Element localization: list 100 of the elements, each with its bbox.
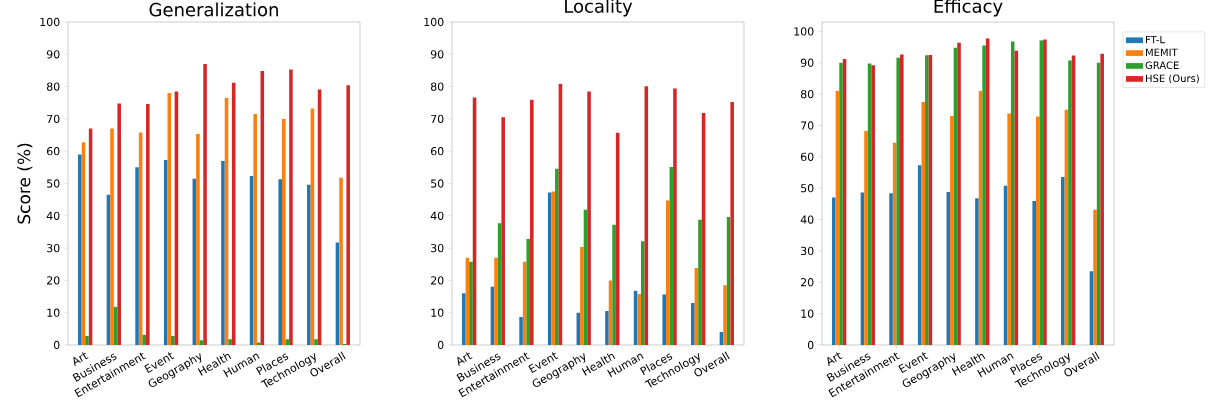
chart-title: Efficacy — [934, 0, 1003, 17]
bar — [1035, 116, 1040, 345]
y-tick-label: 10 — [801, 309, 814, 318]
bar — [665, 200, 670, 345]
y-tick-label: 40 — [800, 215, 814, 224]
bar — [142, 334, 147, 345]
bar — [85, 335, 89, 345]
y-tick-label: 20 — [431, 276, 444, 285]
bar — [282, 118, 286, 345]
bar — [278, 179, 282, 345]
y-tick-label: 70 — [47, 114, 60, 124]
chart-title: Locality — [565, 0, 633, 17]
y-tick-label: 50 — [431, 179, 444, 188]
bar — [871, 65, 875, 345]
bar — [921, 101, 926, 345]
bar — [1068, 60, 1072, 345]
bar — [289, 69, 293, 345]
bar — [501, 117, 505, 345]
y-tick-label: 100 — [424, 17, 444, 27]
y-tick-label: 100 — [40, 17, 60, 27]
bar — [526, 239, 531, 345]
bar — [462, 293, 466, 345]
y-tick-label: 60 — [46, 147, 60, 156]
y-tick-label: 30 — [431, 243, 444, 253]
bar — [555, 168, 559, 345]
bar — [146, 104, 150, 345]
y-tick-label: 0 — [437, 340, 444, 350]
bar — [889, 193, 893, 345]
bar — [637, 293, 641, 345]
bar — [253, 114, 257, 345]
bar — [530, 99, 534, 345]
bar — [307, 184, 311, 345]
y-tick-label: 20 — [47, 276, 60, 285]
bar — [78, 154, 82, 345]
y-tick-label: 70 — [801, 121, 814, 130]
bar — [832, 197, 836, 345]
bar — [957, 42, 961, 345]
bar — [117, 103, 121, 345]
bar — [551, 191, 556, 345]
bar — [730, 102, 734, 345]
bar — [605, 311, 609, 345]
y-tick-label: 90 — [430, 50, 444, 59]
y-tick-label: 70 — [431, 114, 444, 124]
bar — [196, 134, 200, 345]
bar — [864, 131, 868, 345]
y-tick-label: 80 — [430, 82, 444, 91]
y-tick-label: 40 — [46, 211, 60, 220]
bar — [673, 88, 677, 345]
bar — [925, 55, 929, 345]
bar — [346, 85, 350, 345]
y-tick-label: 30 — [801, 246, 814, 256]
bar — [900, 54, 904, 345]
bar — [171, 335, 175, 345]
bar — [1032, 201, 1036, 345]
bar — [203, 63, 207, 345]
y-tick-label: 10 — [431, 308, 444, 317]
bar — [698, 219, 702, 345]
y-tick-label: 0 — [53, 340, 60, 350]
y-tick-label: 20 — [801, 278, 814, 287]
bar — [221, 160, 225, 345]
bar — [691, 303, 695, 345]
y-tick-label: 90 — [800, 58, 814, 67]
bar — [1010, 41, 1015, 345]
bar — [314, 339, 318, 345]
y-tick-label: 80 — [800, 89, 814, 99]
bar — [469, 261, 473, 345]
bar — [135, 167, 139, 345]
bar — [975, 198, 979, 345]
y-tick-label: 10 — [47, 308, 60, 317]
bar — [110, 128, 114, 345]
bar — [896, 57, 901, 345]
legend-label: FT-L — [1146, 35, 1165, 44]
bar — [167, 93, 172, 345]
bar — [339, 177, 343, 345]
chart-title: Generalization — [149, 2, 278, 17]
bar — [256, 342, 261, 345]
bar — [228, 339, 232, 345]
legend-label: GRACE — [1145, 61, 1179, 70]
bar — [1093, 209, 1097, 345]
y-tick-label: 40 — [430, 211, 444, 220]
bar — [587, 91, 591, 345]
bar — [1007, 113, 1011, 345]
bar — [612, 224, 616, 345]
bar — [1061, 176, 1065, 345]
y-tick-label: 60 — [430, 147, 444, 156]
y-tick-label: 30 — [47, 243, 60, 253]
legend-label: MEMIT — [1146, 48, 1178, 56]
bar — [723, 285, 727, 345]
y-tick-label: 50 — [801, 184, 814, 193]
bar — [640, 241, 645, 345]
bar — [950, 116, 954, 345]
bar — [1100, 53, 1104, 345]
y-tick-label: 0 — [807, 340, 814, 350]
bar — [519, 316, 523, 345]
y-tick-label: 50 — [47, 179, 60, 188]
y-tick-label: 60 — [800, 152, 814, 161]
bar — [662, 294, 666, 345]
bar — [494, 257, 498, 345]
y-axis-title: Score (%) — [17, 143, 33, 224]
y-tick-label: 80 — [46, 82, 60, 91]
